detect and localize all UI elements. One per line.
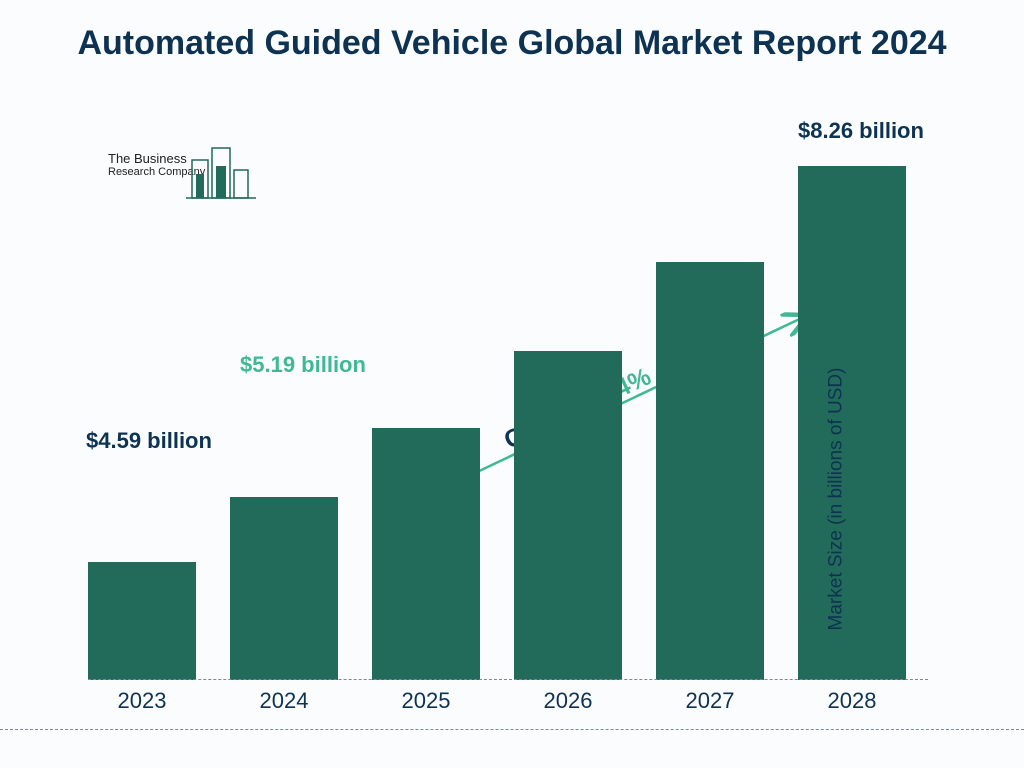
bar-2026 (514, 351, 622, 680)
x-tick-label: 2027 (656, 688, 764, 714)
chart-baseline (88, 679, 928, 680)
x-tick-label: 2026 (514, 688, 622, 714)
bar-2024 (230, 497, 338, 680)
bar-2023 (88, 562, 196, 680)
bar-2027 (656, 262, 764, 680)
value-label: $8.26 billion (798, 118, 978, 144)
x-tick-label: 2024 (230, 688, 338, 714)
footer-divider (0, 729, 1024, 730)
bar-chart: CAGR 12.4% 202320242025202620272028 Mark… (88, 140, 928, 680)
value-label: $5.19 billion (240, 352, 370, 378)
y-axis-label: Market Size (in billions of USD) (826, 368, 848, 631)
x-tick-label: 2023 (88, 688, 196, 714)
x-tick-label: 2025 (372, 688, 480, 714)
bar-2025 (372, 428, 480, 680)
chart-title: Automated Guided Vehicle Global Market R… (0, 22, 1024, 65)
bar-2028 (798, 166, 906, 680)
x-tick-label: 2028 (798, 688, 906, 714)
value-label: $4.59 billion (86, 428, 216, 454)
